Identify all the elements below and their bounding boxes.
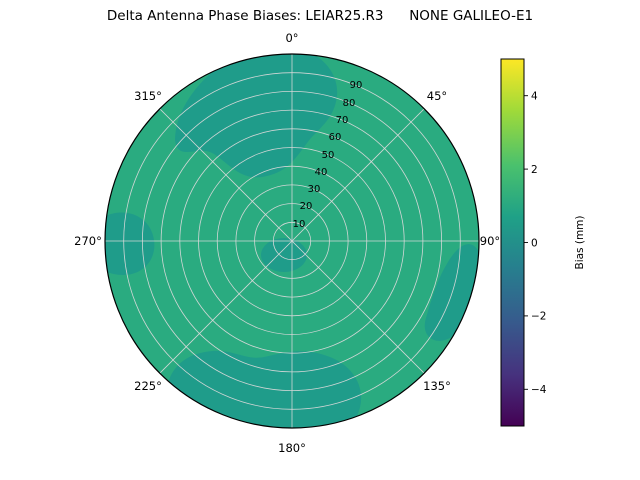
radial-tick-label: 60 [329,132,342,143]
colorbar-tick-label: 0 [531,237,538,249]
angular-tick-labels: 0° 45° 90° 135° 180° 225° 270° 315° [74,31,500,455]
low-bias-patch-top [175,54,338,178]
radial-tick-label: 10 [293,219,306,230]
angular-tick-label-135: 135° [423,379,451,393]
angular-tick-label-90: 90° [480,234,500,248]
colorbar-tick-label: −2 [531,311,546,323]
colorbar-tick-label: 2 [531,164,538,176]
colorbar: 4 2 0 −2 −4 Bias (mm) [500,58,586,427]
colorbar-axis-label: Bias (mm) [574,215,586,269]
plot-rim [104,53,480,429]
radial-tick-label: 30 [308,184,321,195]
low-bias-patch-center [261,238,307,272]
angular-tick-label-225: 225° [134,379,162,393]
chart-title: Delta Antenna Phase Biases: LEIAR25.R3 N… [106,8,534,24]
angular-tick-label-270: 270° [74,234,102,248]
colorbar-tick-labels: 4 2 0 −2 −4 [531,91,547,397]
colorbar-tick-label: 4 [531,91,538,103]
low-bias-patch-left [105,212,155,275]
radial-tick-label: 80 [343,98,356,109]
colorbar-ticks [524,95,528,390]
radial-tick-label: 40 [315,167,328,178]
polar-grid [105,54,479,428]
angular-tick-label-315: 315° [134,89,162,103]
radial-tick-label: 70 [336,115,349,126]
colorbar-gradient [500,58,525,427]
radial-tick-label: 90 [350,80,363,91]
angular-tick-label-180: 180° [278,441,306,455]
radial-tick-label: 50 [322,150,335,161]
radial-tick-label: 20 [300,201,313,212]
angular-tick-label-45: 45° [427,89,447,103]
colorbar-tick-label: −4 [531,384,547,396]
spoke-line-45-225 [159,108,425,374]
angular-tick-label-0: 0° [285,31,298,45]
radial-tick-labels: 10 20 30 40 50 60 70 80 90 [293,80,363,230]
